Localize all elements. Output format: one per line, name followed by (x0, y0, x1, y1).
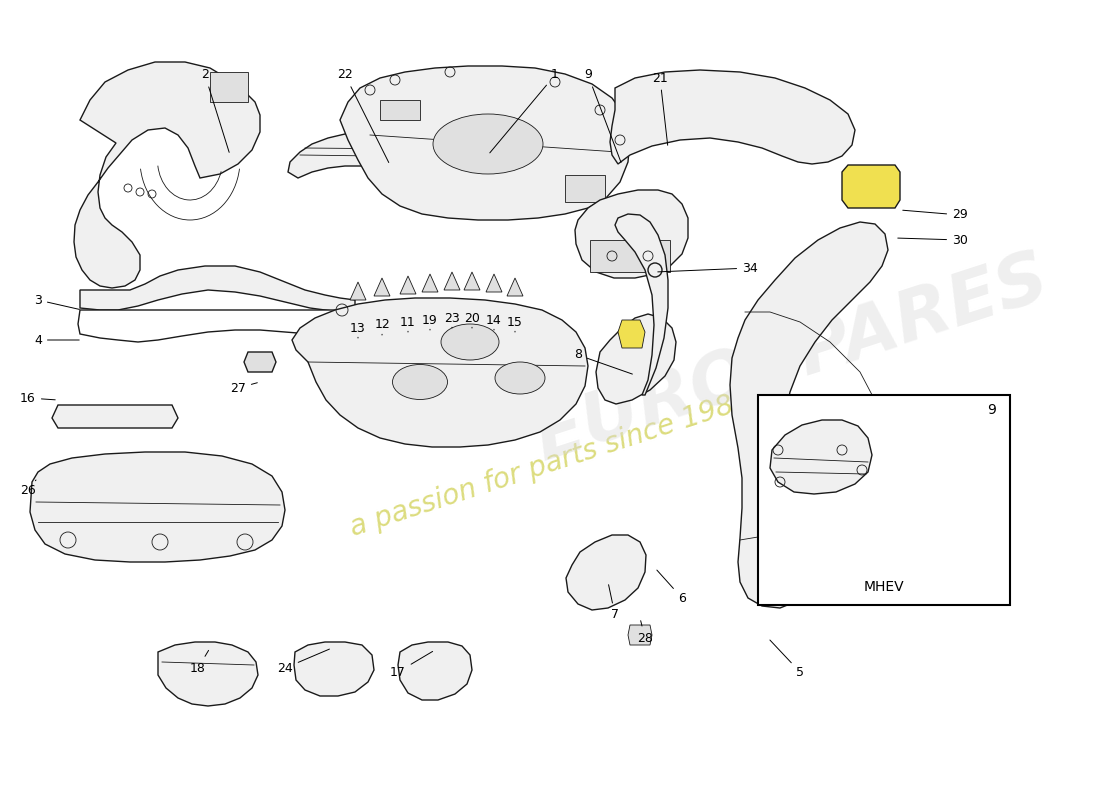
Text: 15: 15 (507, 315, 522, 332)
Polygon shape (628, 625, 652, 645)
Polygon shape (400, 276, 416, 294)
Polygon shape (565, 175, 605, 202)
Polygon shape (398, 642, 472, 700)
Text: 9: 9 (988, 403, 997, 417)
Text: 11: 11 (400, 315, 416, 332)
Text: 24: 24 (277, 649, 329, 674)
Polygon shape (610, 70, 855, 164)
Polygon shape (730, 222, 888, 608)
Ellipse shape (393, 365, 448, 399)
Polygon shape (379, 100, 420, 120)
Text: 27: 27 (230, 382, 257, 394)
Text: 26: 26 (20, 480, 36, 497)
Polygon shape (52, 405, 178, 428)
Polygon shape (80, 266, 355, 312)
Text: 20: 20 (464, 311, 480, 328)
Polygon shape (590, 240, 670, 272)
Text: 23: 23 (444, 311, 460, 328)
Text: 16: 16 (20, 391, 55, 405)
Polygon shape (770, 420, 872, 494)
Ellipse shape (441, 324, 499, 360)
FancyBboxPatch shape (758, 395, 1010, 605)
Text: 2: 2 (201, 69, 229, 152)
Text: 17: 17 (390, 651, 432, 678)
Polygon shape (210, 72, 248, 102)
Text: 12: 12 (375, 318, 390, 335)
Polygon shape (422, 274, 438, 292)
Polygon shape (350, 282, 366, 300)
Text: 13: 13 (350, 322, 366, 338)
Polygon shape (74, 62, 260, 288)
Polygon shape (294, 642, 374, 696)
Text: 4: 4 (34, 334, 79, 346)
Text: 7: 7 (608, 585, 619, 622)
Text: 34: 34 (658, 262, 758, 274)
Polygon shape (158, 642, 258, 706)
Polygon shape (486, 274, 502, 292)
Polygon shape (566, 535, 646, 610)
Text: 6: 6 (657, 570, 686, 605)
Ellipse shape (495, 362, 544, 394)
Polygon shape (842, 165, 900, 208)
Text: 8: 8 (574, 349, 632, 374)
Text: 9: 9 (584, 69, 621, 162)
Text: EUROSPARES: EUROSPARES (526, 244, 1058, 476)
Polygon shape (374, 278, 390, 296)
Text: 14: 14 (486, 314, 502, 330)
Polygon shape (30, 452, 285, 562)
Text: 1: 1 (490, 69, 559, 153)
Polygon shape (288, 132, 535, 178)
Polygon shape (464, 272, 480, 290)
Polygon shape (244, 352, 276, 372)
Text: 18: 18 (190, 650, 209, 674)
Text: MHEV: MHEV (864, 580, 904, 594)
Polygon shape (575, 190, 688, 278)
Text: 29: 29 (903, 209, 968, 222)
Text: 3: 3 (34, 294, 79, 310)
Polygon shape (78, 310, 358, 342)
Polygon shape (618, 320, 645, 348)
Polygon shape (615, 214, 668, 395)
Polygon shape (596, 314, 676, 404)
Text: 22: 22 (337, 69, 388, 162)
Text: 5: 5 (770, 640, 804, 678)
Text: 19: 19 (422, 314, 438, 330)
Text: a passion for parts since 1985: a passion for parts since 1985 (346, 386, 754, 542)
Polygon shape (444, 272, 460, 290)
Polygon shape (340, 66, 630, 220)
Text: 28: 28 (637, 621, 653, 645)
Polygon shape (292, 298, 588, 447)
Ellipse shape (433, 114, 543, 174)
Text: 30: 30 (898, 234, 968, 246)
Text: 21: 21 (652, 71, 668, 146)
Polygon shape (507, 278, 522, 296)
